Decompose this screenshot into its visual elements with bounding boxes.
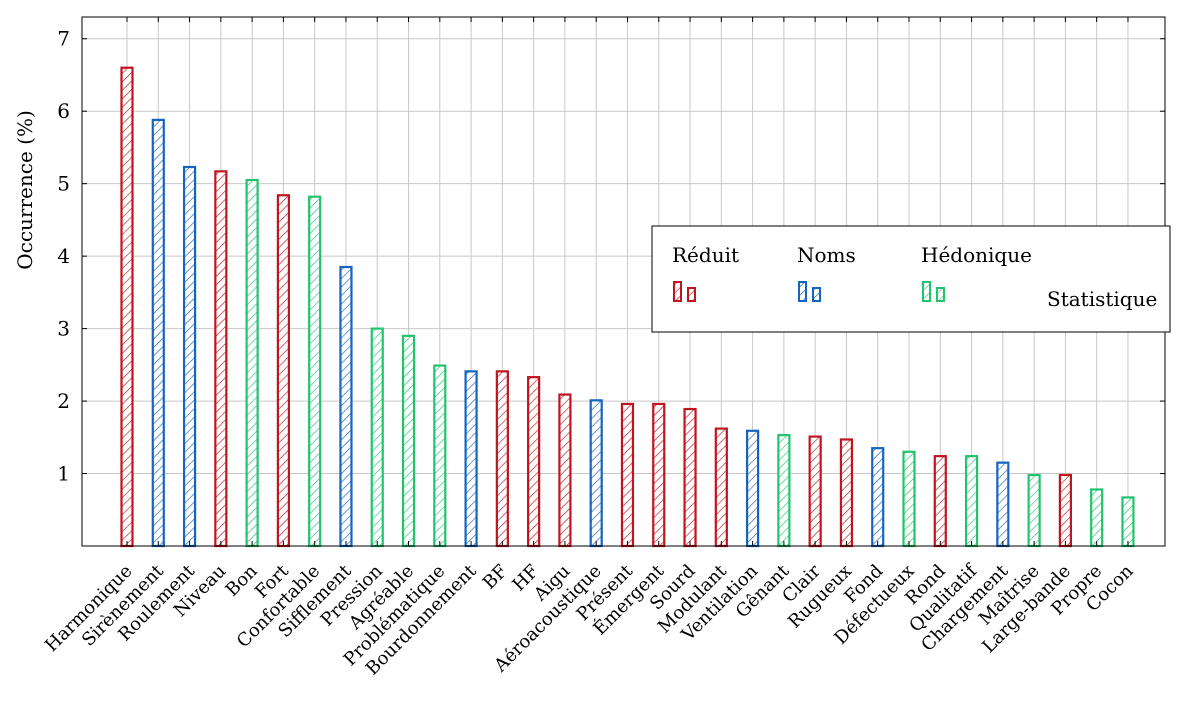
bar-sifflement	[339, 265, 353, 548]
bar-gênant	[777, 434, 791, 548]
legend-swatch	[673, 281, 682, 302]
bar-fort	[276, 194, 290, 548]
bars	[120, 66, 1135, 548]
y-tick-label: 1	[57, 462, 70, 486]
bar-aéroacoustique	[589, 399, 603, 548]
bar-propre	[1090, 488, 1104, 548]
bar-ventilation	[745, 429, 760, 548]
legend-box	[651, 225, 1171, 333]
bar-maîtrise	[1027, 473, 1041, 548]
bar-sourd	[683, 407, 697, 548]
bar-problématique	[433, 364, 447, 548]
bar-cocon	[1121, 496, 1135, 548]
x-tick-label: Bon	[222, 560, 262, 600]
bar-qualitatif	[964, 455, 979, 548]
bar-défectueux	[902, 450, 916, 548]
legend-swatch	[922, 281, 931, 302]
bar-harmonique	[120, 66, 134, 548]
x-ticks: HarmoniqueSirènementRoulementNiveauBonFo…	[41, 559, 1138, 680]
legend-label: Hédonique	[921, 243, 1032, 267]
legend-label: Réduit	[672, 243, 739, 267]
bar-modulant	[714, 427, 728, 548]
bar-chargement	[996, 461, 1010, 548]
bar-large-bande	[1058, 473, 1073, 548]
legend-label-statistique: Statistique	[1047, 287, 1157, 311]
legend: Réduit Noms Hédonique Statistique	[651, 225, 1171, 333]
bar-sirènement	[151, 118, 165, 548]
y-ticks: 1 2 3 4 5 6 7	[57, 27, 1165, 486]
legend-swatch	[936, 287, 945, 302]
bar-niveau	[214, 170, 228, 548]
bar-hf	[527, 376, 541, 548]
y-tick-label: 5	[57, 172, 70, 196]
bar-pression	[370, 327, 384, 548]
bar-présent	[620, 402, 635, 548]
y-tick-label: 6	[57, 99, 70, 123]
bar-clair	[808, 435, 822, 548]
legend-label: Noms	[797, 243, 856, 267]
y-tick-label: 4	[57, 244, 70, 268]
bar-bf	[495, 370, 509, 548]
legend-swatch	[798, 281, 807, 302]
bar-rond	[933, 455, 947, 548]
bar-émergent	[652, 402, 666, 548]
legend-swatch	[687, 287, 696, 302]
bar-bourdonnement	[464, 370, 478, 548]
bar-confortable	[308, 195, 322, 548]
y-tick-label: 2	[57, 389, 70, 413]
legend-swatch	[812, 287, 821, 302]
bar-agréable	[401, 334, 416, 548]
y-axis-label: Occurrence (%)	[13, 110, 37, 270]
bar-rugueux	[839, 438, 854, 548]
bar-aigu	[558, 393, 572, 548]
y-tick-label: 3	[57, 317, 70, 341]
bar-fond	[871, 447, 885, 548]
x-tick-label: BF	[479, 561, 512, 594]
bar-bon	[245, 178, 259, 548]
y-tick-label: 7	[57, 27, 70, 51]
bar-roulement	[182, 165, 197, 548]
